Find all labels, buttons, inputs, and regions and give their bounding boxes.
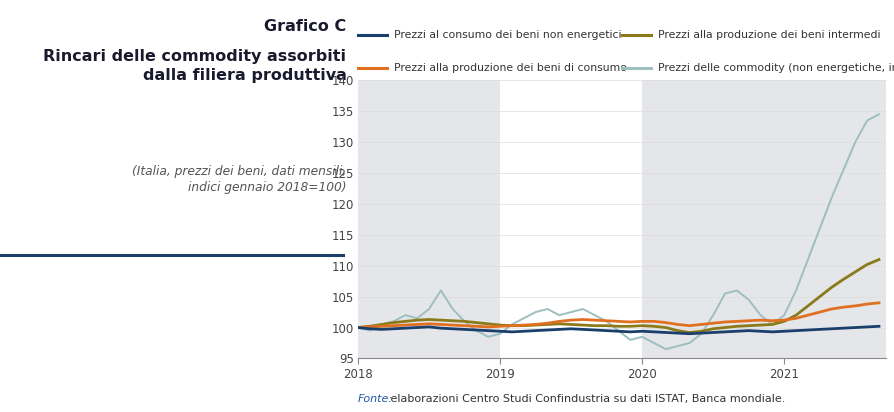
Text: Prezzi alla produzione dei beni di consumo: Prezzi alla produzione dei beni di consu… — [393, 63, 626, 73]
Bar — [358, 80, 500, 358]
Text: Prezzi delle commodity (non energetiche, in euro): Prezzi delle commodity (non energetiche,… — [657, 63, 894, 73]
Text: Fonte:: Fonte: — [358, 394, 392, 404]
Text: Prezzi alla produzione dei beni intermedi: Prezzi alla produzione dei beni intermed… — [657, 30, 880, 40]
Text: Rincari delle commodity assorbiti
dalla filiera produttiva: Rincari delle commodity assorbiti dalla … — [44, 49, 346, 83]
Text: Grafico C: Grafico C — [264, 19, 346, 33]
Text: (Italia, prezzi dei beni, dati mensili,
indici gennaio 2018=100): (Italia, prezzi dei beni, dati mensili, … — [132, 165, 346, 194]
Bar — [641, 80, 783, 358]
Text: Prezzi al consumo dei beni non energetici: Prezzi al consumo dei beni non energetic… — [393, 30, 620, 40]
Text: elaborazioni Centro Studi Confindustria su dati ISTAT, Banca mondiale.: elaborazioni Centro Studi Confindustria … — [386, 394, 784, 404]
Bar — [783, 80, 885, 358]
